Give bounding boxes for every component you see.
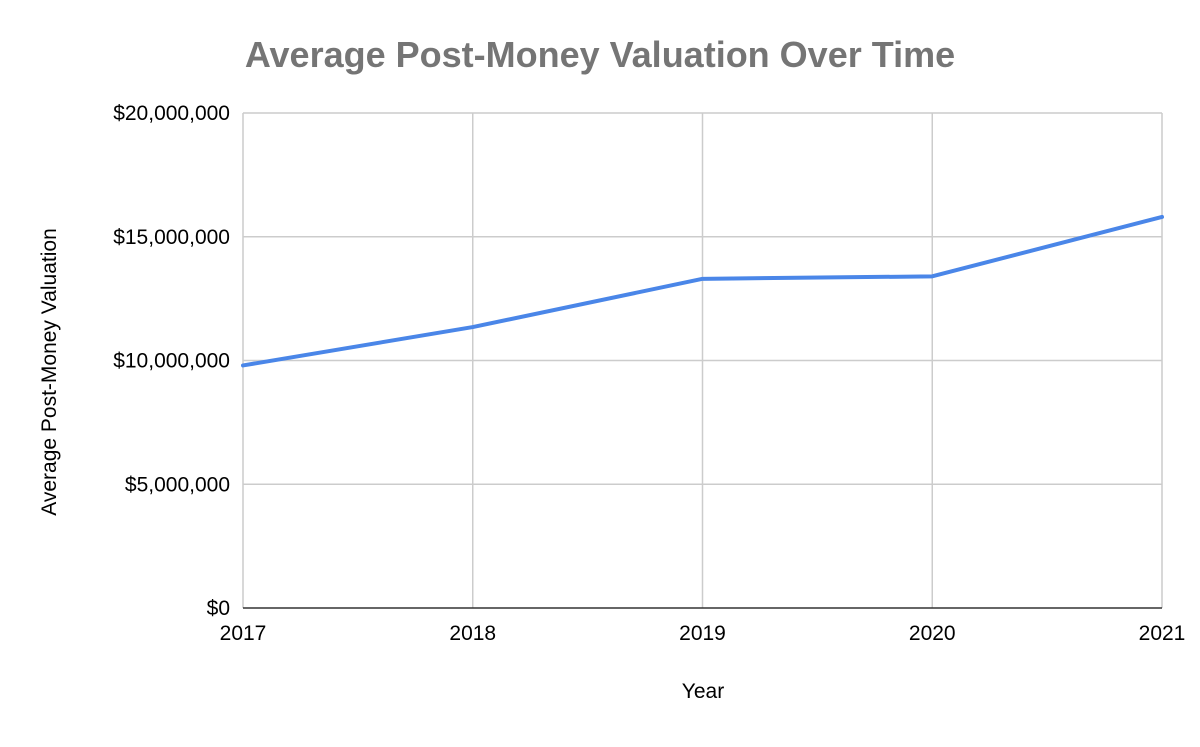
- x-axis-ticks: 2017 2018 2019 2020 2021: [220, 622, 1186, 645]
- y-tick-label: $20,000,000: [113, 102, 230, 125]
- y-axis-title: Average Post-Money Valuation: [38, 228, 61, 516]
- y-tick-label: $10,000,000: [113, 350, 230, 373]
- y-tick-label: $15,000,000: [113, 226, 230, 249]
- x-tick-label: 2020: [909, 622, 956, 645]
- series-line: [241, 214, 1164, 368]
- series-layer: [241, 214, 1164, 368]
- gridlines: [242, 112, 1163, 609]
- y-tick-label: $5,000,000: [125, 473, 230, 496]
- x-tick-label: 2019: [679, 622, 726, 645]
- x-tick-label: 2018: [449, 622, 496, 645]
- x-tick-label: 2021: [1139, 622, 1186, 645]
- y-axis-ticks: $0 $5,000,000 $10,000,000 $15,000,000 $20,00…: [113, 102, 230, 620]
- chart-title: Average Post-Money Valuation Over Time: [245, 34, 955, 75]
- x-tick-label: 2017: [220, 622, 267, 645]
- x-axis-title: Year: [682, 680, 724, 703]
- y-tick-label: $0: [207, 597, 230, 620]
